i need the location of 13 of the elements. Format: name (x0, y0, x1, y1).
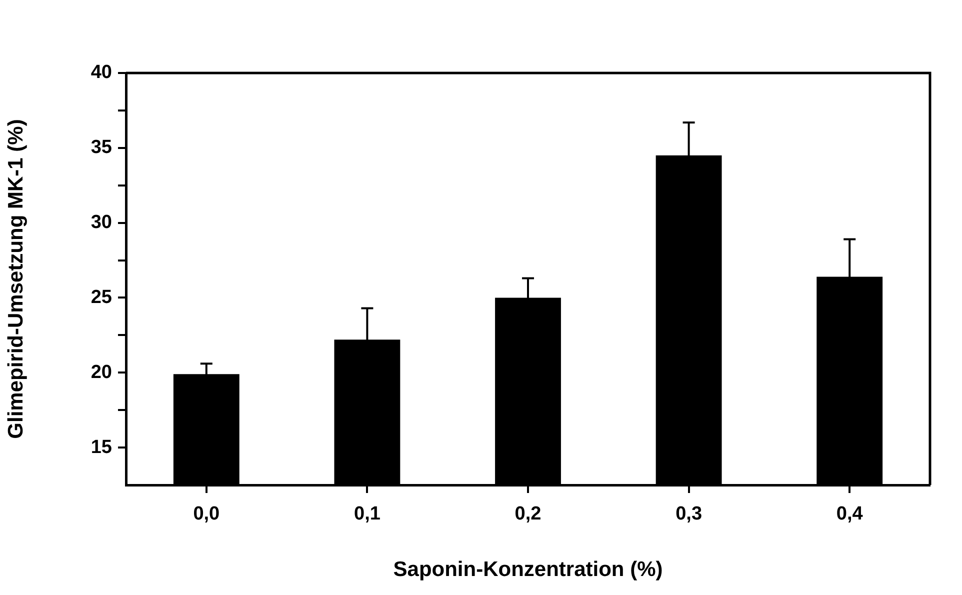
y-tick-label: 30 (90, 212, 112, 234)
y-axis-title: Glimepirid-Umsetzung MK-1 (%) (4, 119, 28, 439)
x-tick-label: 0,4 (836, 504, 864, 525)
y-tick-label: 15 (90, 436, 112, 458)
x-tick-label: 0,0 (193, 504, 220, 525)
x-tick-label: 0,1 (354, 504, 381, 525)
y-tick-label: 25 (90, 286, 112, 308)
y-tick-label: 20 (90, 362, 112, 383)
x-axis-title: Saponin-Konzentration (%) (393, 558, 663, 582)
y-tick-label: 35 (90, 137, 112, 158)
x-tick-label: 0,2 (514, 504, 542, 525)
y-tick-label: 40 (90, 62, 112, 84)
x-tick-label: 0,3 (676, 504, 702, 525)
